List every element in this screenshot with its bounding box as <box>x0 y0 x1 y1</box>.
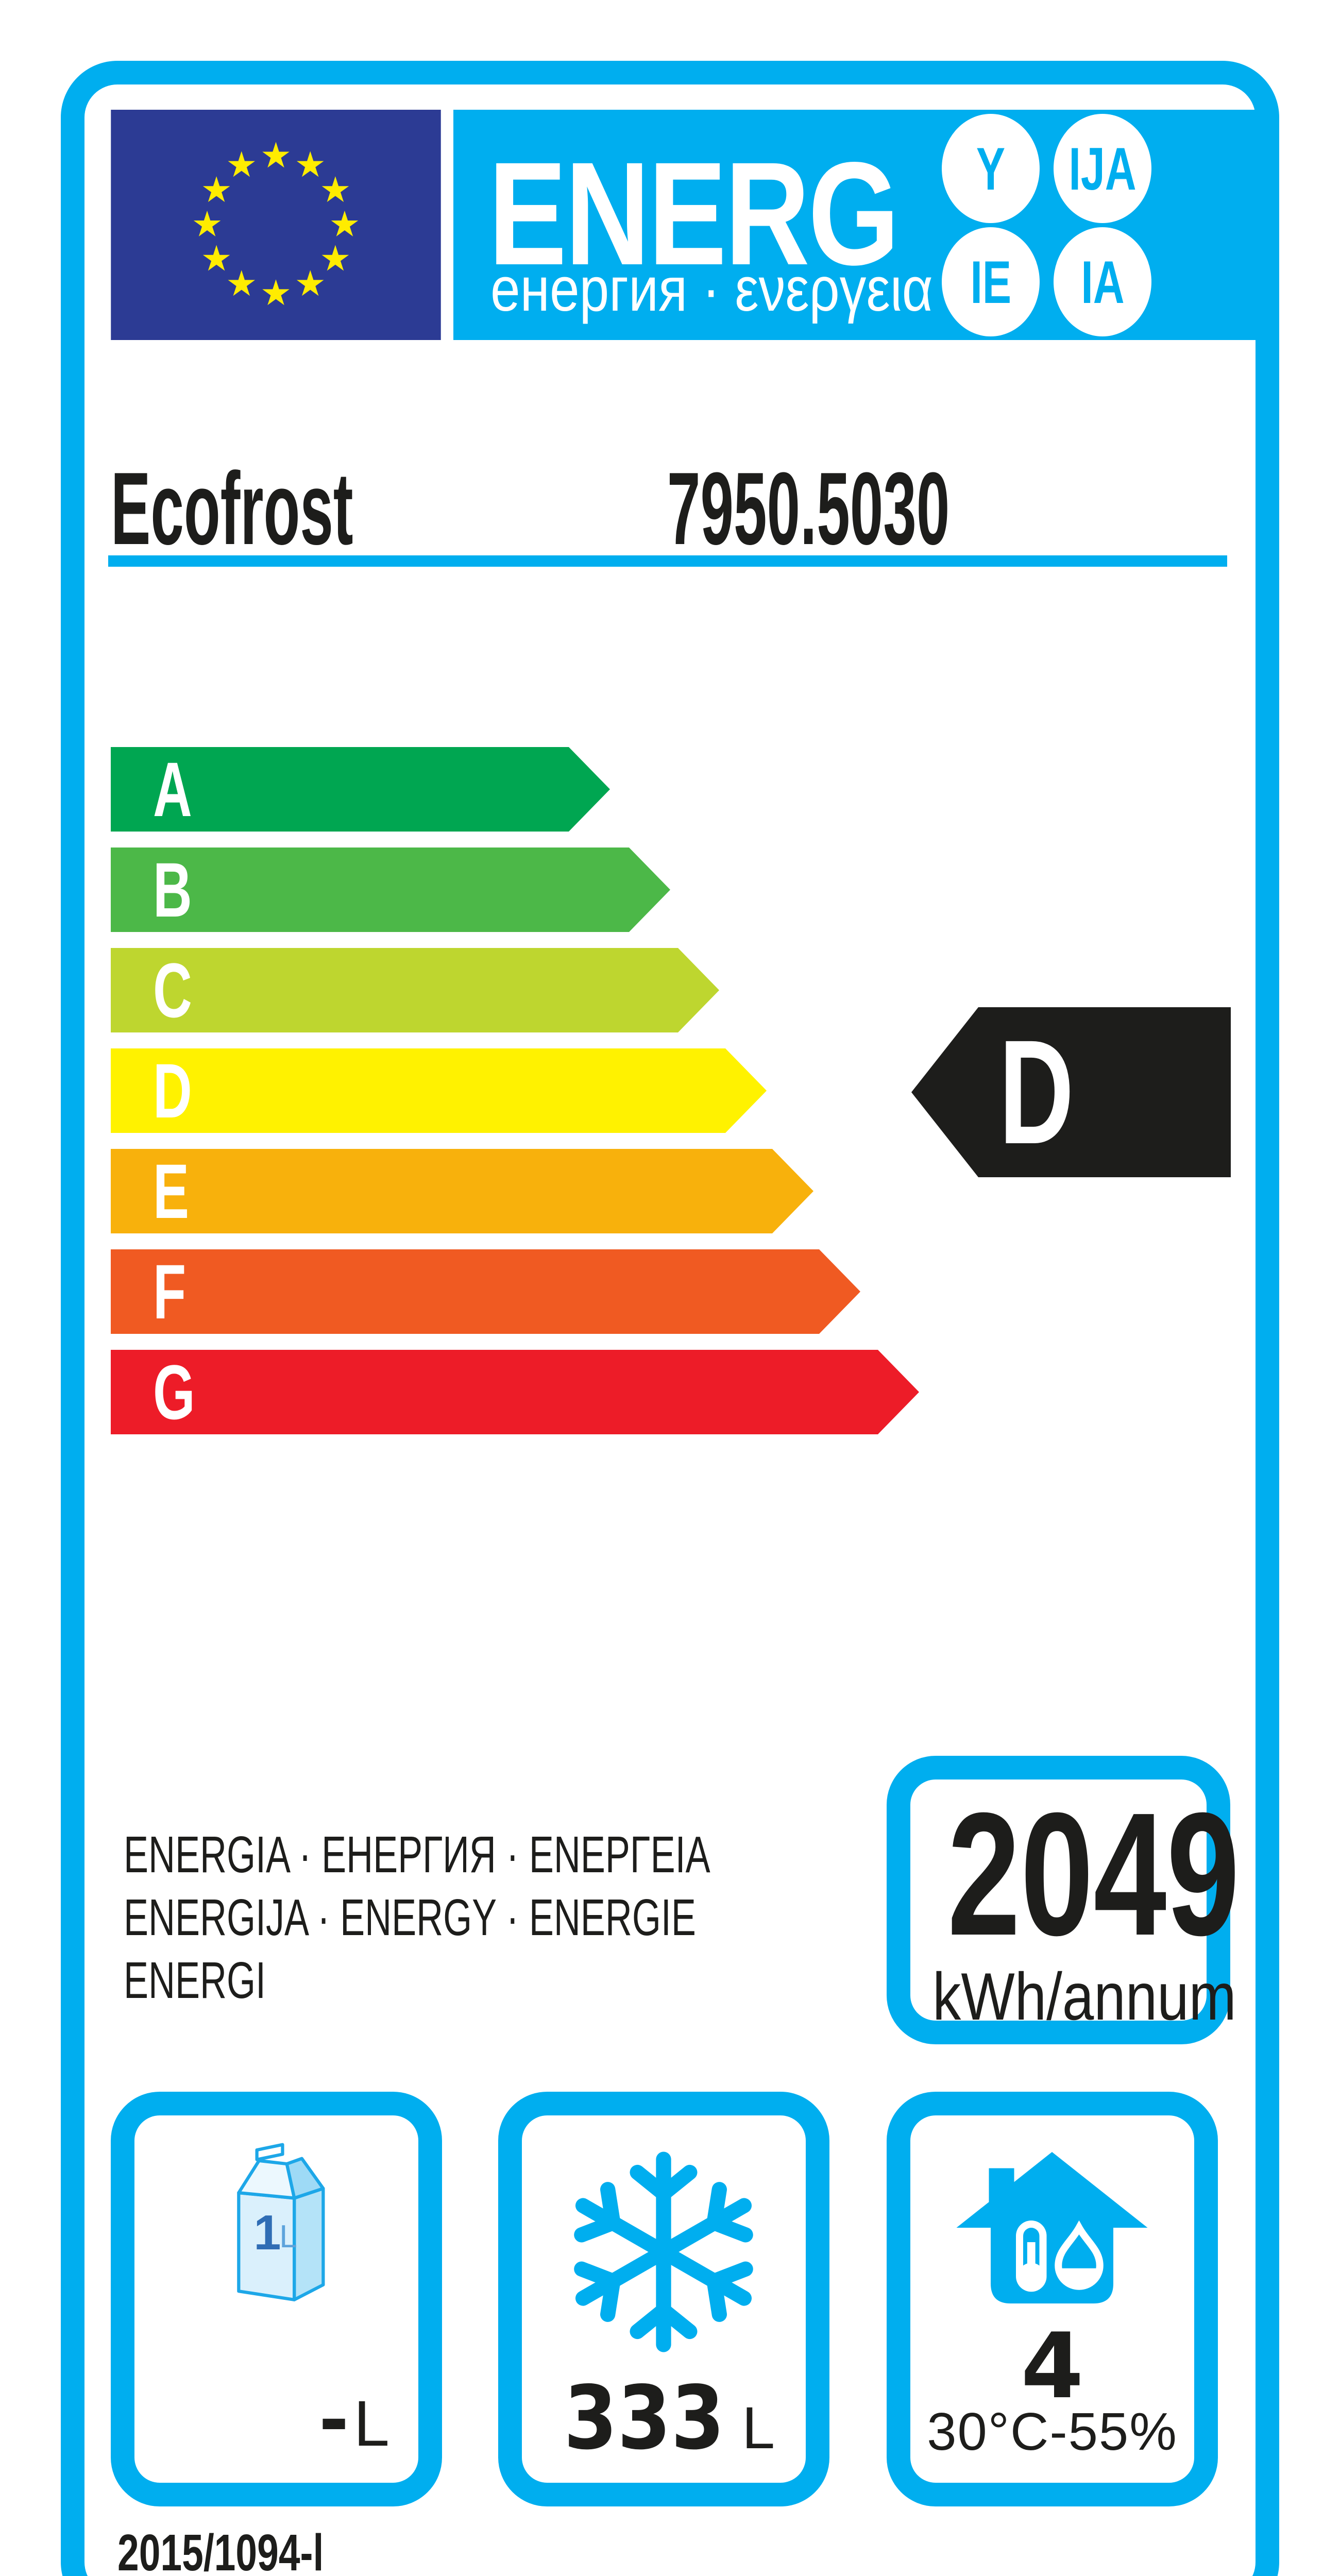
suffix-label: IJA <box>1068 134 1137 202</box>
energy-words-line3: ENERGI <box>124 1952 266 2009</box>
energy-words-line1: ENERGIA · ЕНЕРГИЯ · ΕΝΕΡΓΕΙΑ <box>124 1826 710 1884</box>
regulation-reference: 2015/1094-l <box>117 2524 324 2576</box>
supplier-name: Ecofrost <box>111 451 353 566</box>
language-suffix-badge-y: Y <box>942 114 1040 223</box>
climate-class-range: 30°C-55% <box>927 2402 1178 2461</box>
energ-header-box: ENERG енергия · ενεργεια Y IJA IE IA <box>453 110 1256 340</box>
suffix-label: IA <box>1080 248 1125 316</box>
label-border <box>61 61 1279 2576</box>
rating-pointer: D <box>911 1007 1231 1177</box>
scale-grade-label: F <box>153 1248 186 1335</box>
scale-arrow-a: A <box>111 747 610 832</box>
milk-carton-icon: 1 L <box>237 2143 325 2301</box>
annual-energy-value: 2049 <box>947 1776 1240 1972</box>
snowflake-icon <box>574 2151 753 2352</box>
scale-arrow-f: F <box>111 1249 860 1334</box>
house-humidity-icon <box>956 2152 1148 2303</box>
fridge-volume-unit: L <box>353 2388 389 2460</box>
scale-grade-label: G <box>153 1349 195 1435</box>
suffix-label: Y <box>976 134 1006 202</box>
freezer-volume-value: 333 <box>564 2367 725 2469</box>
annual-energy-unit: kWh/annum <box>932 1959 1236 2034</box>
model-identifier: 7950.5030 <box>667 451 950 566</box>
climate-class-box: 4 30°C-55% <box>887 2092 1218 2506</box>
language-suffix-badge-ia: IA <box>1054 227 1151 336</box>
annual-energy-box: 2049 kWh/annum <box>887 1756 1240 2044</box>
language-suffix-badge-ie: IE <box>942 227 1040 336</box>
scale-grade-label: D <box>153 1047 192 1134</box>
scale-arrow-e: E <box>111 1149 813 1233</box>
scale-grade-label: B <box>153 846 192 933</box>
freezer-volume-box: 333 L <box>498 2092 829 2506</box>
language-suffix-badge-ija: IJA <box>1054 114 1151 223</box>
climate-class-value: 4 <box>1021 2314 1084 2419</box>
freezer-volume-value-row: 333 L <box>522 2375 806 2462</box>
scale-arrow-d: D <box>111 1048 767 1133</box>
suffix-label: IE <box>970 248 1011 316</box>
freezer-volume-unit: L <box>742 2395 775 2461</box>
scale-grade-label: C <box>153 947 192 1033</box>
energ-wordmark: ENERG <box>488 132 900 296</box>
energy-words: ENERGIA · ЕНЕРГИЯ · ΕΝΕΡΓΕΙΑ ENERGIJA · … <box>124 1826 938 2015</box>
scale-grade-label: A <box>153 746 192 833</box>
scale-arrow-b: B <box>111 848 670 932</box>
rating-grade: D <box>999 1009 1074 1175</box>
fridge-volume-value-row: - L <box>319 2367 389 2466</box>
carton-volume-unit: L <box>279 2219 297 2255</box>
scale-arrow-c: C <box>111 948 719 1032</box>
energy-words-line2: ENERGIJA · ENERGY · ENERGIE <box>124 1889 696 1946</box>
eu-flag-icon <box>111 110 441 340</box>
scale-grade-label: E <box>153 1148 190 1234</box>
energ-subtitle: енергия · ενεργεια <box>490 254 933 324</box>
fridge-volume-box: 1 L - L <box>111 2092 442 2506</box>
scale-arrow-g: G <box>111 1350 919 1434</box>
header-divider <box>108 555 1227 567</box>
carton-volume-value: 1 <box>253 2206 281 2260</box>
